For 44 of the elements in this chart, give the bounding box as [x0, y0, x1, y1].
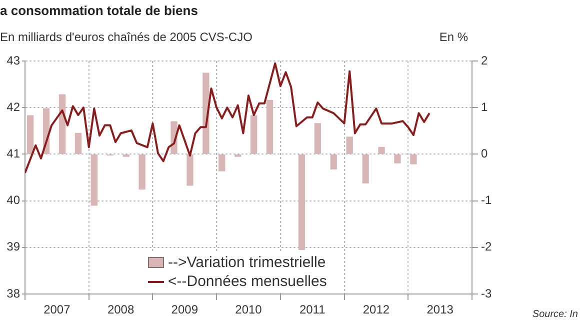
bar: [394, 154, 401, 164]
bar: [122, 154, 130, 157]
x-tick-label: 2008: [107, 302, 134, 317]
y-tick-label: 42: [6, 100, 20, 114]
x-tick-label: 2009: [171, 302, 198, 317]
x-tick-label: 2012: [362, 302, 390, 317]
bar: [74, 132, 82, 154]
bar: [266, 100, 274, 154]
y-tick-label: 39: [6, 240, 20, 254]
y2-tick-label: 1: [481, 100, 488, 114]
bar: [58, 94, 66, 154]
x-tick-label: 2011: [299, 302, 326, 317]
y-axis-title: En milliards d'euros chaînés de 2005 CVS-CJO: [0, 30, 252, 44]
bar: [362, 154, 369, 184]
bar: [314, 123, 322, 154]
bar: [346, 136, 353, 154]
x-tick-label: 2007: [44, 302, 71, 317]
y-tick-label: 38: [6, 286, 20, 300]
bar: [186, 154, 194, 186]
chart-title: a consommation totale de biens: [0, 3, 198, 18]
bar: [330, 154, 337, 170]
bar: [250, 115, 258, 154]
y-tick-label: 40: [6, 193, 20, 208]
x-tick-label: 2010: [235, 302, 262, 317]
y-tick-label: 41: [6, 146, 20, 161]
bar: [234, 154, 242, 157]
bar: [26, 115, 34, 154]
bar: [138, 154, 146, 190]
y2-tick-label: 2: [481, 53, 488, 68]
y2-tick-label: -2: [481, 240, 492, 254]
bar: [410, 154, 417, 164]
source-note: Source: In: [532, 309, 578, 320]
bar: [218, 154, 226, 172]
y2-tick-label: -3: [481, 286, 492, 300]
bar: [90, 154, 98, 206]
y2-tick-label: -1: [481, 193, 492, 208]
bar: [378, 146, 385, 154]
x-tick-label: 2013: [426, 302, 454, 317]
bar: [298, 154, 306, 250]
y2-tick-label: 0: [481, 146, 488, 161]
y-tick-label: 43: [6, 53, 20, 68]
legend-label: -->Variation trimestrielle: [168, 253, 326, 272]
y2-axis-title: En %: [439, 30, 468, 44]
legend-label: <--Données mensuelles: [168, 272, 327, 291]
